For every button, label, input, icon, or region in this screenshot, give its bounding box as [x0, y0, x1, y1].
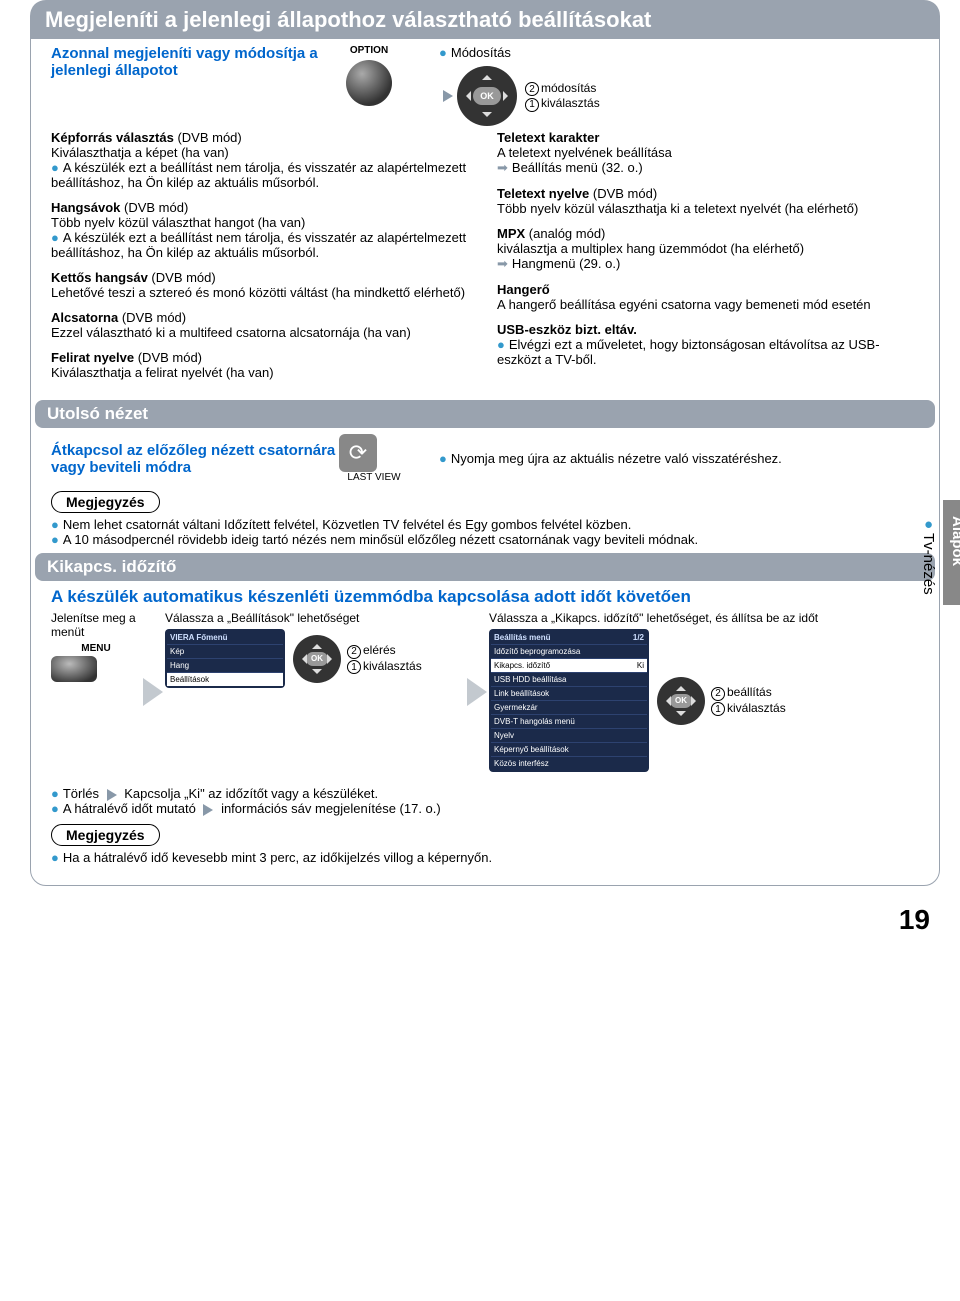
right-p4-title: Hangerő — [497, 282, 550, 297]
timer-step3: Válassza a „Kikapcs. időzítő" lehetősége… — [489, 611, 919, 625]
step3-set: beállítás — [727, 685, 772, 699]
lastview-bullet: Nyomja meg újra az aktuális nézetre való… — [439, 451, 782, 466]
timer-bul2-pre: A hátralévő időt mutató — [63, 801, 200, 816]
side-light-label: Tv-nézés — [920, 533, 937, 595]
arrow-icon — [443, 90, 453, 102]
timer-step1: Jelenítse meg a menüt — [51, 611, 141, 639]
step2-select: kiválasztás — [363, 659, 422, 673]
osd-main-menu: VIERA FőmenüKépHangBeállítások — [165, 629, 285, 688]
right-p5-bullet: Elvégzi ezt a műveletet, hogy biztonságo… — [497, 337, 880, 367]
lastview-note1: Nem lehet csatornát váltani Időzített fe… — [51, 517, 919, 532]
option-button-label: OPTION — [329, 45, 409, 56]
left-p4-line: Ezzel választható ki a multifeed csatorn… — [51, 325, 411, 340]
left-p5-mode: (DVB mód) — [134, 350, 202, 365]
right-p1-ref: Beállítás menü (32. o.) — [497, 160, 643, 175]
left-p2-line: Több nyelv közül választhat hangot (ha v… — [51, 215, 305, 230]
osd-settings-menu: Beállítás menü1/2Időzítő beprogramozásaK… — [489, 629, 649, 772]
lastview-note2: A 10 másodpercnél rövidebb ideig tartó n… — [51, 532, 919, 547]
left-p1-line: Kiválaszthatja a képet (ha van) — [51, 145, 229, 160]
lastview-icon-label: LAST VIEW — [339, 472, 409, 483]
left-p2-mode: (DVB mód) — [120, 200, 188, 215]
lastview-intro: Átkapcsol az előzőleg nézett csatornára … — [51, 442, 335, 476]
ok-center-2: OK — [306, 652, 328, 666]
left-p3-line: Lehetővé teszi a sztereó és monó közötti… — [51, 285, 465, 300]
ok-center: OK — [473, 87, 501, 105]
right-p1-title: Teletext karakter — [497, 130, 599, 145]
timer-bul1-post: Kapcsolja „Ki" az időzítőt vagy a készül… — [121, 786, 379, 801]
modify-label-top: Módosítás — [439, 45, 931, 60]
ok-pad-step3: OK — [657, 677, 705, 725]
right-p1-line: A teletext nyelvének beállítása — [497, 145, 672, 160]
side-tab-light: ●Tv-nézés — [914, 500, 943, 611]
right-p2-title: Teletext nyelve — [497, 186, 589, 201]
timer-note1: Ha a hátralévő idő kevesebb mint 3 perc,… — [51, 850, 919, 865]
arrow-step-2 — [467, 678, 487, 706]
right-p3-mode: (analóg mód) — [525, 226, 605, 241]
left-p1-mode: (DVB mód) — [174, 130, 242, 145]
timer-header: Kikapcs. időzítő — [35, 553, 935, 581]
page-number: 19 — [30, 904, 940, 936]
timer-bul2-post: információs sáv megjelenítése (17. o.) — [217, 801, 440, 816]
right-p2-mode: (DVB mód) — [589, 186, 657, 201]
right-p3-ref: Hangmenü (29. o.) — [497, 256, 620, 271]
side-tabs: Alapok ●Tv-nézés — [914, 500, 960, 611]
right-p3-title: MPX — [497, 226, 525, 241]
left-p2-title: Hangsávok — [51, 200, 120, 215]
left-p3-mode: (DVB mód) — [148, 270, 216, 285]
left-p4-title: Alcsatorna — [51, 310, 118, 325]
inline-arrow-1 — [107, 789, 117, 801]
ok-pad-step2: OK — [293, 635, 341, 683]
left-p5-title: Felirat nyelve — [51, 350, 134, 365]
left-p1-bullet: A készülék ezt a beállítást nem tárolja,… — [51, 160, 466, 190]
note-label-2: Megjegyzés — [51, 824, 160, 846]
side-tab-dark: Alapok — [943, 500, 960, 605]
section-title: Megjeleníti a jelenlegi állapothoz válas… — [31, 1, 939, 39]
arrow-step-1 — [143, 678, 163, 706]
timer-heading: A készülék automatikus készenléti üzemmó… — [51, 587, 919, 607]
left-p5-line: Kiválaszthatja a felirat nyelvét (ha van… — [51, 365, 274, 380]
ok-pad-graphic: OK — [457, 66, 517, 126]
menu-btn-label: MENU — [51, 643, 141, 654]
left-p1-title: Képforrás választás — [51, 130, 174, 145]
right-p2-line: Több nyelv közül választhatja ki a telet… — [497, 201, 858, 216]
right-p4-line: A hangerő beállítása egyéni csatorna vag… — [497, 297, 871, 312]
left-p4-mode: (DVB mód) — [118, 310, 186, 325]
ok-center-3: OK — [670, 694, 692, 708]
modify-label: módosítás — [541, 81, 596, 95]
left-p2-bullet: A készülék ezt a beállítást nem tárolja,… — [51, 230, 466, 260]
lastview-icon: ⟳ — [339, 434, 377, 472]
side-bullet: ● — [920, 516, 937, 533]
inline-arrow-2 — [203, 804, 213, 816]
lastview-header: Utolsó nézet — [35, 400, 935, 428]
intro-text: Azonnal megjeleníti vagy módosítja a jel… — [51, 45, 318, 79]
left-p3-title: Kettős hangsáv — [51, 270, 148, 285]
menu-button-graphic — [51, 656, 97, 682]
right-p3-line: kiválasztja a multiplex hang üzemmódot (… — [497, 241, 804, 256]
option-button-graphic — [346, 60, 392, 106]
right-p5-title: USB-eszköz bizt. eltáv. — [497, 322, 637, 337]
step2-access: elérés — [363, 643, 396, 657]
select-label: kiválasztás — [541, 96, 600, 110]
timer-step2: Válassza a „Beállítások" lehetőséget — [165, 611, 465, 625]
timer-bul1-pre: Törlés — [63, 786, 103, 801]
step3-select: kiválasztás — [727, 701, 786, 715]
note-label-1: Megjegyzés — [51, 491, 160, 513]
